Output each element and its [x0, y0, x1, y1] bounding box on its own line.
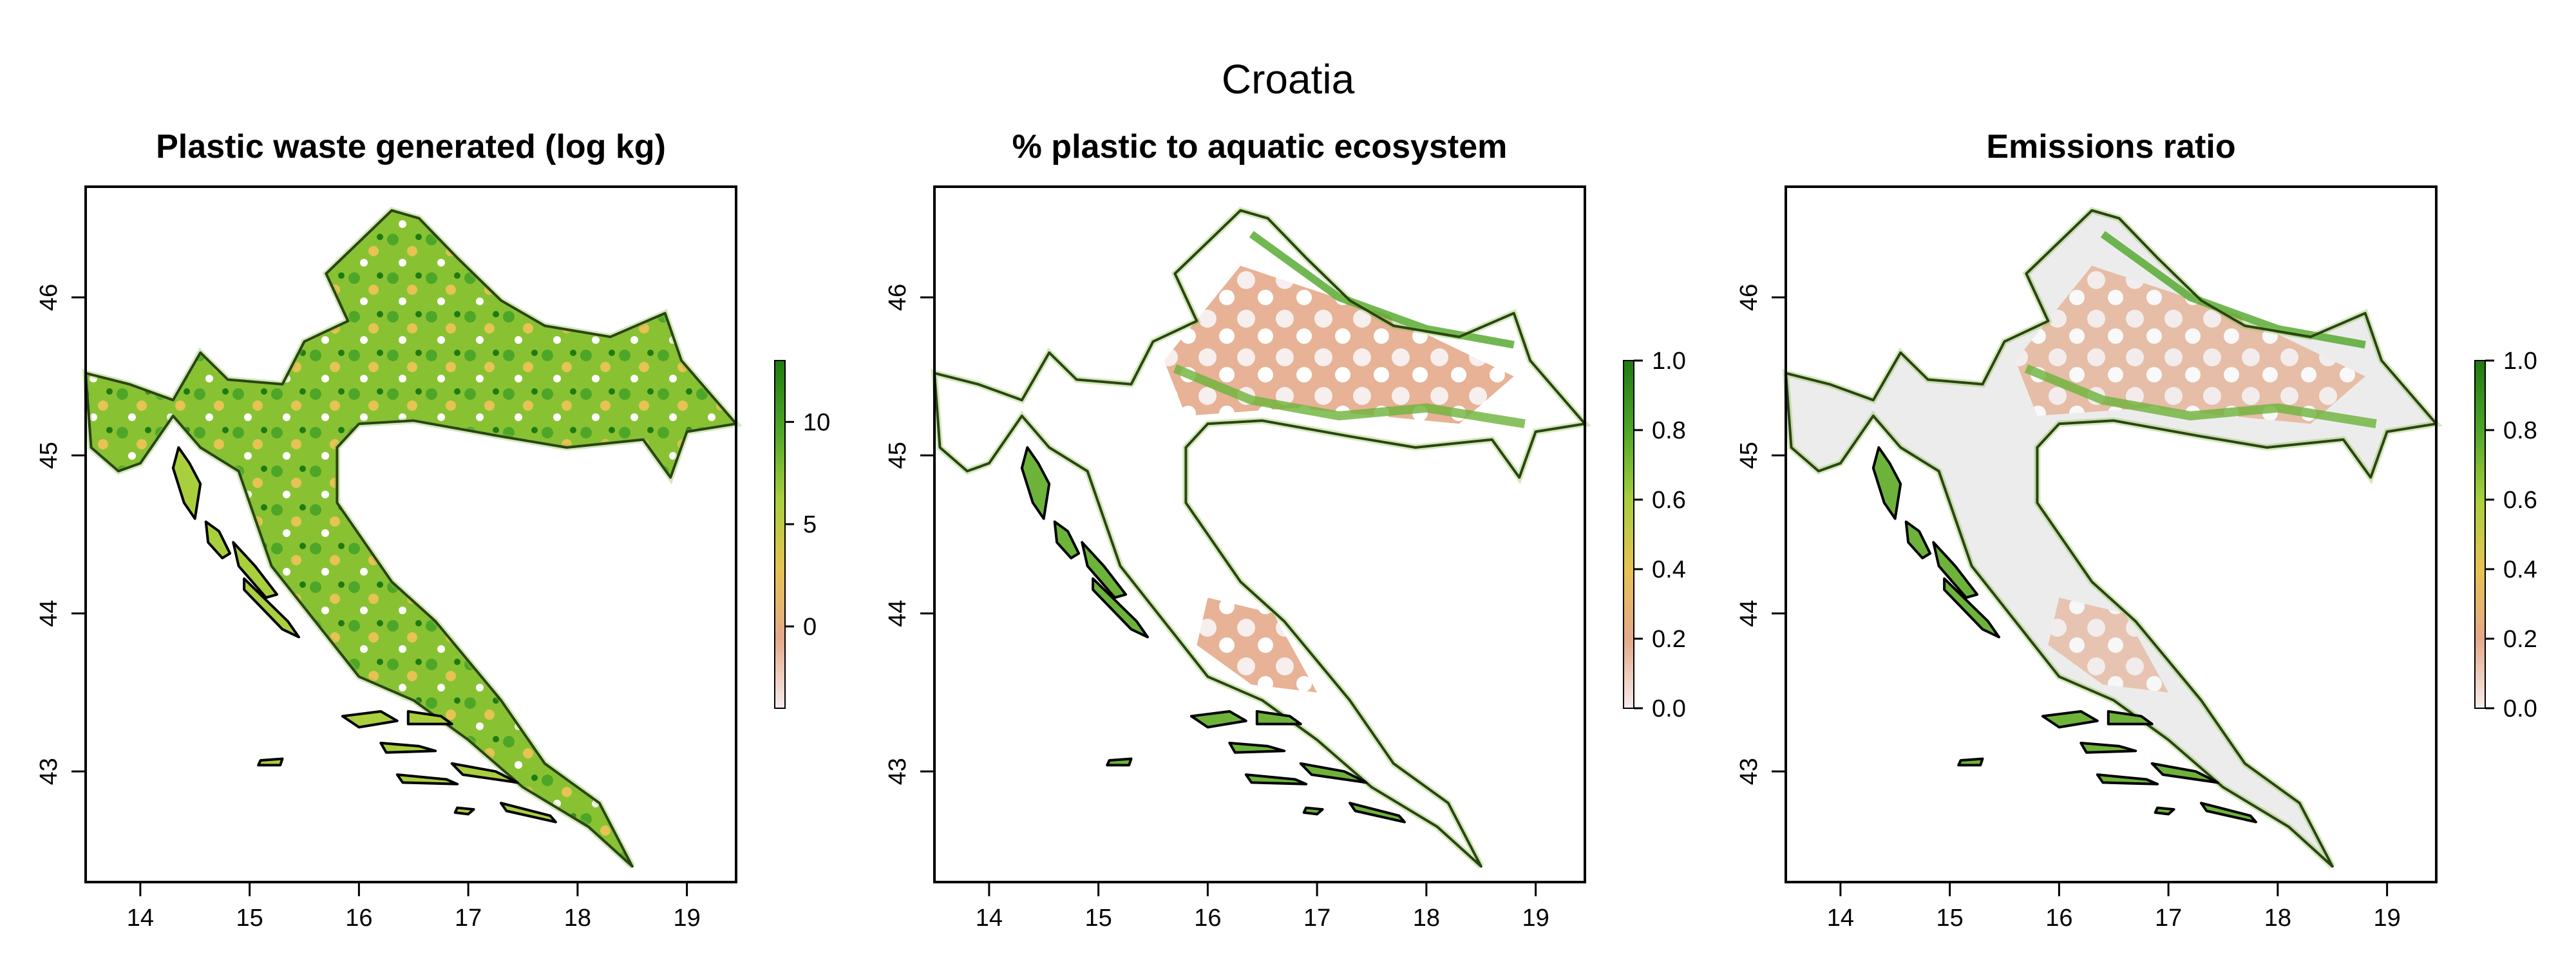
legend-tick-label: 1.0 — [1652, 348, 1686, 375]
x-tick-label: 18 — [564, 905, 591, 932]
legend-tick-label: 0.8 — [2503, 417, 2537, 444]
x-tick-label: 16 — [2045, 905, 2072, 932]
legend-tick-label: 0.6 — [1652, 487, 1686, 514]
island-10 — [500, 802, 557, 823]
island-1 — [1020, 446, 1051, 520]
legend-tick-label: 0.2 — [2503, 626, 2537, 653]
panel-title: Plastic waste generated (log kg) — [156, 128, 666, 165]
island-10 — [1349, 802, 1406, 823]
legend-tick-label: 1.0 — [2503, 348, 2537, 375]
map-panel-1: Plastic waste generated (log kg) 14 15 16 17… — [35, 128, 830, 932]
plot-frame — [1785, 185, 2438, 883]
island-3 — [1932, 541, 1979, 599]
island-2 — [1053, 520, 1081, 560]
island-7 — [2079, 742, 2137, 754]
island-12 — [1106, 757, 1133, 767]
legend-tick-label: 0 — [803, 614, 817, 641]
country-fill — [86, 210, 736, 867]
island-4 — [1943, 577, 2000, 639]
island-8 — [450, 762, 519, 784]
y-tick-label: 44 — [884, 600, 911, 627]
island-5 — [1189, 710, 1247, 729]
x-tick-label: 14 — [127, 905, 154, 932]
plot-frame — [84, 185, 737, 883]
island-7 — [1228, 742, 1286, 754]
x-tick-label: 15 — [1936, 905, 1963, 932]
legend-tick-label: 5 — [803, 511, 817, 538]
x-tick-label: 19 — [2373, 905, 2400, 932]
x-tick-label: 18 — [1413, 905, 1440, 932]
legend-tick-label: 0.4 — [2503, 556, 2537, 583]
y-tick-label: 43 — [1736, 758, 1763, 785]
island-9 — [395, 773, 459, 786]
country-outline — [1785, 209, 2438, 868]
legend-tick-label: 0.4 — [1652, 556, 1686, 583]
y-tick-label: 43 — [884, 758, 911, 785]
island-9 — [2096, 773, 2159, 786]
x-tick-label: 16 — [345, 905, 372, 932]
x-tick-label: 14 — [1827, 905, 1854, 932]
island-12 — [1957, 757, 1984, 767]
plot-frame — [933, 185, 1586, 883]
island-6 — [406, 710, 453, 726]
legend-tick-label: 0.0 — [2503, 695, 2537, 722]
island-7 — [379, 742, 437, 754]
x-tick-label: 15 — [1084, 905, 1112, 932]
legend-tick-label: 0.2 — [1652, 626, 1686, 653]
island-6 — [1255, 710, 1302, 726]
island-8 — [1299, 762, 1368, 784]
color-legend — [774, 360, 786, 709]
island-6 — [2107, 710, 2154, 726]
y-tick-label: 43 — [35, 758, 62, 785]
x-tick-label: 16 — [1194, 905, 1221, 932]
island-11 — [2154, 806, 2175, 816]
island-1 — [171, 446, 202, 520]
island-11 — [1302, 806, 1324, 816]
map-panel-2: % plastic to aquatic ecosystem 14 15 16 17 18… — [884, 128, 1686, 932]
island-4 — [243, 577, 300, 639]
legend-tick-label: 0.6 — [2503, 487, 2537, 514]
legend-tick-label: 0.0 — [1652, 695, 1686, 722]
y-tick-label: 46 — [1736, 284, 1763, 311]
island-2 — [204, 520, 232, 560]
island-10 — [2200, 802, 2257, 823]
x-tick-label: 19 — [1522, 905, 1549, 932]
island-9 — [1244, 773, 1308, 786]
figure-title: Croatia — [1222, 56, 1355, 102]
legend-tick-label: 0.8 — [1652, 417, 1686, 444]
island-3 — [1081, 541, 1128, 599]
y-tick-label: 44 — [1736, 600, 1763, 627]
x-tick-label: 17 — [1303, 905, 1331, 932]
y-tick-label: 46 — [35, 284, 62, 311]
x-tick-label: 17 — [455, 905, 482, 932]
island-1 — [1871, 446, 1902, 520]
y-tick-label: 46 — [884, 284, 911, 311]
y-tick-label: 45 — [1736, 442, 1763, 469]
island-5 — [341, 710, 399, 729]
island-8 — [2150, 762, 2219, 784]
y-tick-label: 45 — [35, 442, 62, 469]
x-tick-label: 19 — [673, 905, 700, 932]
x-tick-label: 18 — [2264, 905, 2291, 932]
island-2 — [1904, 520, 1932, 560]
y-tick-label: 44 — [35, 600, 62, 627]
y-tick-label: 45 — [884, 442, 911, 469]
island-12 — [257, 757, 284, 767]
panel-title: % plastic to aquatic ecosystem — [1012, 128, 1508, 165]
legend-tick-label: 10 — [803, 409, 830, 436]
x-tick-label: 14 — [976, 905, 1003, 932]
island-3 — [232, 541, 279, 599]
color-legend — [1623, 360, 1634, 709]
country-outline — [933, 209, 1586, 868]
panel-title: Emissions ratio — [1986, 128, 2235, 165]
island-4 — [1092, 577, 1149, 639]
color-legend — [2474, 360, 2486, 709]
country-outline — [84, 209, 737, 868]
map-panel-3: Emissions ratio 14 15 16 17 18 19 43 44 45 46 0.0 0.… — [1736, 128, 2537, 932]
x-tick-label: 17 — [2155, 905, 2182, 932]
island-5 — [2041, 710, 2099, 729]
x-tick-label: 15 — [236, 905, 263, 932]
island-11 — [453, 806, 475, 816]
